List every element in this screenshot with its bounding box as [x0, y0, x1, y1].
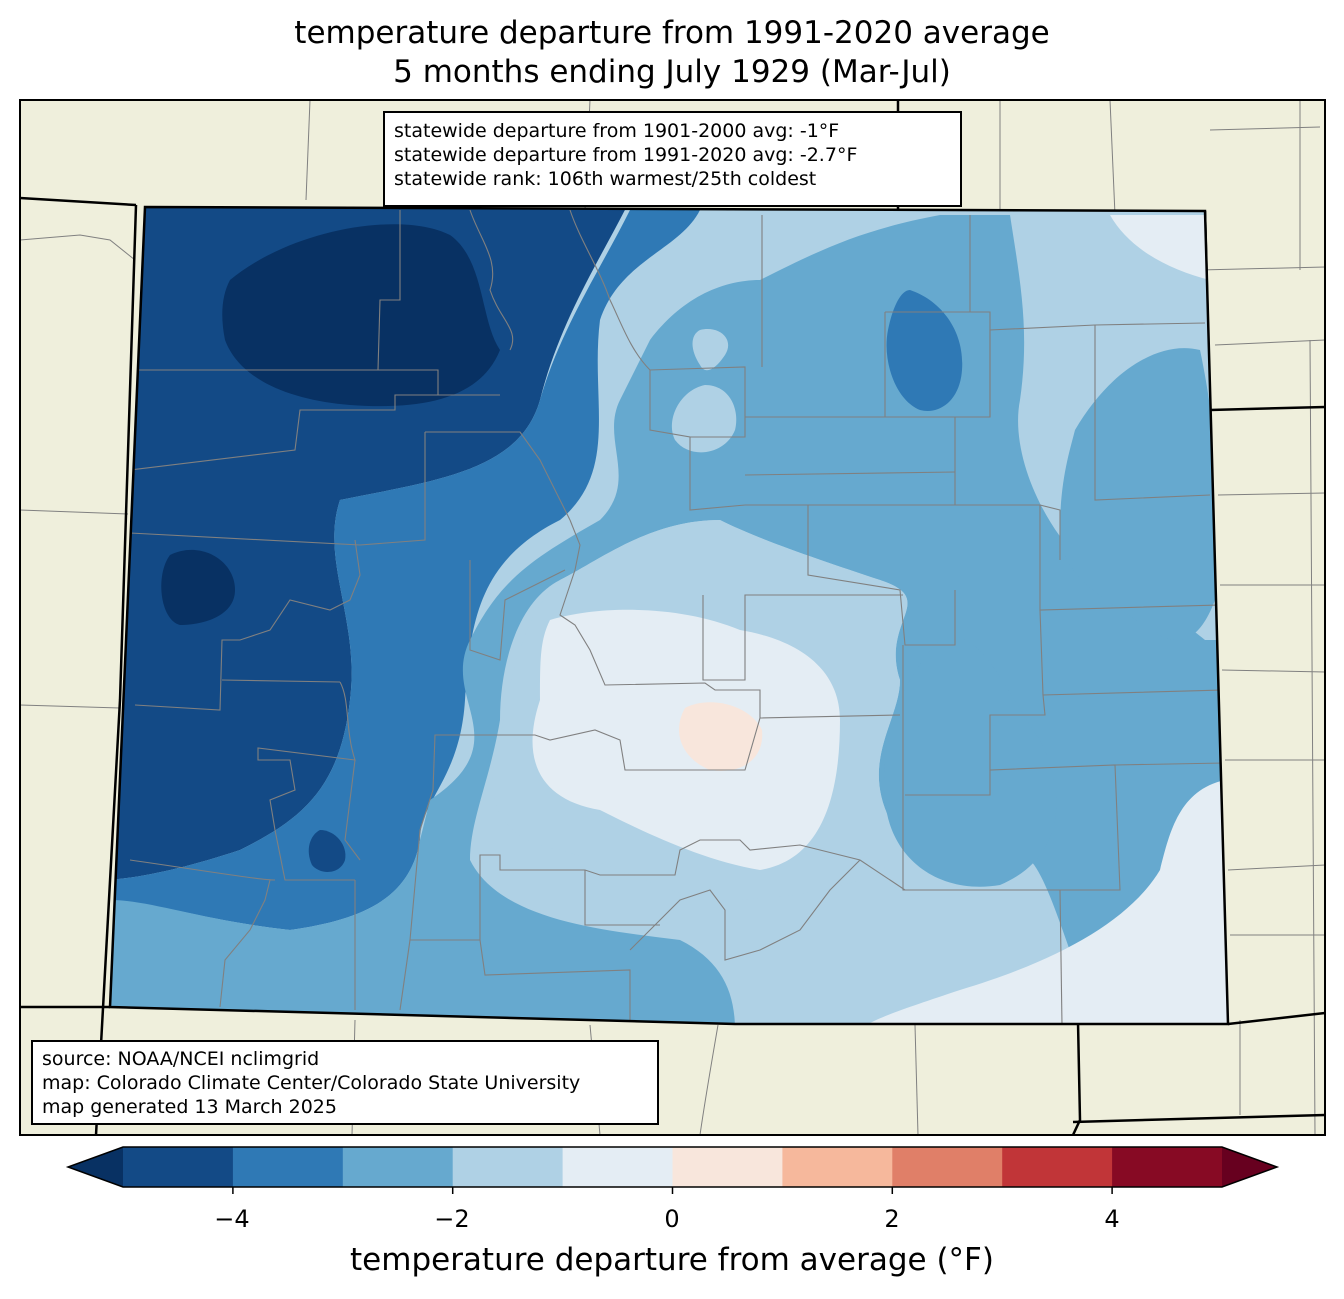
- region-minus4-to-minus3-west: [110, 210, 700, 930]
- map-title-line1: temperature departure from 1991-2020 ave…: [294, 15, 1050, 51]
- colorbar: [65, 1146, 1280, 1194]
- region-minus4-to-minus3-northeast: [886, 290, 963, 411]
- region-below-minus5-north: [222, 224, 500, 407]
- colorbar-tick-label: −4: [214, 1205, 250, 1233]
- region-0-to-1: [679, 702, 763, 771]
- colorbar-bin: [452, 1147, 564, 1187]
- colorbar-bin: [123, 1147, 234, 1187]
- colorbar-label: temperature departure from average (°F): [350, 1242, 994, 1278]
- colorbar-bin: [1112, 1147, 1223, 1187]
- colorado-state-border: [108, 205, 1230, 1026]
- source-line: source: NOAA/NCEI nclimgrid: [42, 1048, 320, 1070]
- region-minus3-to-minus2-east: [1060, 348, 1220, 640]
- colorbar-under-arrow: [68, 1147, 123, 1187]
- statewide-stats-box: statewide departure from 1901-2000 avg: …: [383, 111, 962, 207]
- region-light-spot-2: [671, 385, 737, 453]
- region-dark-spot-south: [308, 830, 346, 872]
- region-minus3-to-minus2-southeast: [884, 636, 1057, 887]
- colorbar-bin: [892, 1147, 1003, 1187]
- stats-line-1901-2000: statewide departure from 1901-2000 avg: …: [394, 120, 840, 142]
- colorbar-tick-label: 2: [884, 1205, 900, 1233]
- colorbar-over-arrow: [1222, 1147, 1277, 1187]
- colorbar-tick-label: −2: [434, 1205, 470, 1233]
- colorbar-tick-label: 0: [664, 1205, 680, 1233]
- colorbar-tick-label: 4: [1104, 1205, 1120, 1233]
- neighbor-county-lines: [20, 100, 1325, 1135]
- colorado-county-lines: [129, 209, 1226, 1024]
- colorado-departure-field: [110, 207, 1228, 1024]
- colorbar-bin: [782, 1147, 893, 1187]
- region-minus1-to-0-southeast: [860, 780, 1228, 1024]
- source-box: source: NOAA/NCEI nclimgrid map: Colorad…: [31, 1040, 659, 1125]
- map-title-line2: 5 months ending July 1929 (Mar-Jul): [393, 54, 951, 90]
- colorbar-outline: [65, 1146, 1280, 1188]
- colorbar-bin: [342, 1147, 454, 1187]
- region-below-minus5-west: [161, 549, 235, 625]
- colorbar-bin: [1002, 1147, 1113, 1187]
- colorbar-bin: [232, 1147, 344, 1187]
- region-ne-corner: [1110, 215, 1210, 280]
- map-credit-line: map: Colorado Climate Center/Colorado St…: [42, 1072, 581, 1094]
- generated-date-line: map generated 13 March 2025: [42, 1096, 337, 1118]
- stats-line-1991-2020: statewide departure from 1991-2020 avg: …: [394, 144, 858, 166]
- map-frame: [19, 99, 1326, 1136]
- stats-line-rank: statewide rank: 106th warmest/25th colde…: [394, 168, 817, 190]
- colorbar-bin: [562, 1147, 673, 1187]
- region-light-spot-1: [692, 329, 729, 371]
- colorbar-bin: [672, 1147, 783, 1187]
